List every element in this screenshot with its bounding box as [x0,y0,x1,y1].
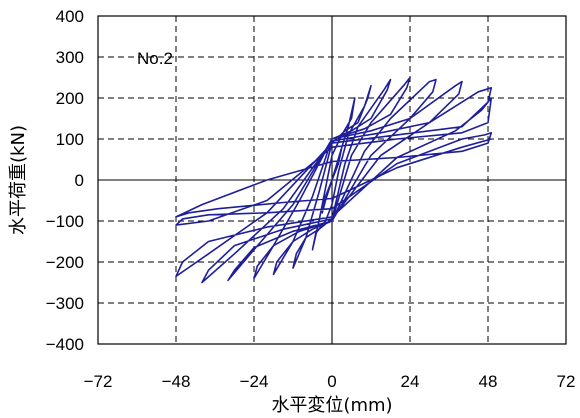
x-tick-label: 24 [401,372,420,391]
x-tick-label: 72 [557,372,576,391]
y-tick-label: −400 [46,335,84,354]
y-tick-labels: 400 300 200 100 0 −100 −200 −300 −400 [46,7,84,354]
y-tick-label: −100 [46,212,84,231]
y-tick-label: −300 [46,294,84,313]
series-line [175,76,493,284]
y-tick-label: −200 [46,253,84,272]
plot-area-border [97,15,567,345]
x-tick-label: −48 [162,372,191,391]
y-tick-label: 100 [56,130,84,149]
y-tick-label: 0 [75,171,84,190]
x-tick-label: −72 [84,372,113,391]
specimen-annotation: No.2 [137,49,173,68]
y-tick-label: 400 [56,7,84,26]
x-tick-label: −24 [240,372,269,391]
x-tick-label: 0 [327,372,336,391]
x-axis-title: 水平変位(mm) [271,395,392,416]
y-tick-label: 200 [56,89,84,108]
x-tick-labels: −72 −48 −24 0 24 48 72 [84,372,576,391]
x-tick-label: 48 [479,372,498,391]
y-axis-title: 水平荷重(kN) [8,125,29,235]
y-tick-label: 300 [56,48,84,67]
